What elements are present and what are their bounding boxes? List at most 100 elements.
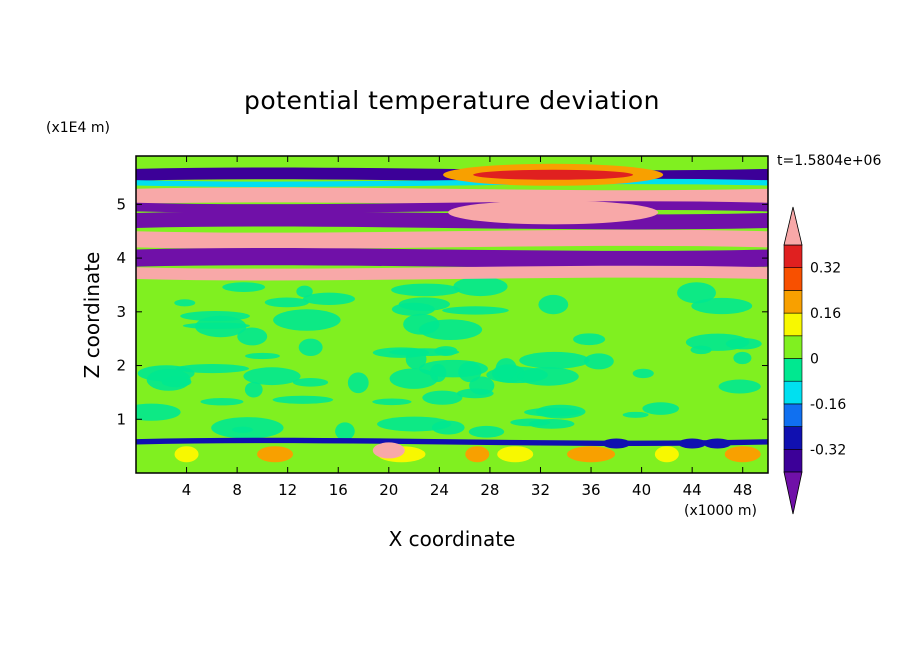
- z-axis-unit-label: (x1E4 m): [46, 120, 110, 136]
- field-patch: [725, 338, 762, 350]
- y-tick-label: 1: [116, 410, 126, 428]
- field-patch: [273, 309, 341, 331]
- field-patch: [642, 402, 680, 415]
- surface-plume: [465, 446, 490, 463]
- field-patch: [175, 364, 249, 374]
- field-patch: [677, 282, 716, 304]
- field-patch: [243, 367, 301, 386]
- x-tick-label: 36: [581, 481, 600, 499]
- y-tick-label: 2: [116, 357, 126, 375]
- field-patch: [195, 315, 247, 338]
- y-tick-label: 5: [116, 195, 126, 213]
- field-patch: [456, 388, 494, 399]
- field-patch: [524, 407, 581, 417]
- field-patch: [418, 359, 488, 378]
- field-patch: [303, 292, 356, 306]
- x-tick-label: 44: [683, 481, 702, 499]
- field-patch: [583, 353, 614, 370]
- contour-field: [136, 156, 768, 473]
- field-patch: [422, 390, 463, 405]
- colorbar-top-arrow: [783, 206, 803, 246]
- field-patch: [146, 368, 191, 391]
- field-patch: [519, 351, 590, 369]
- field-patch: [389, 348, 460, 356]
- colorbar-tick-label: -0.16: [810, 397, 846, 413]
- time-label: t=1.5804e+06: [777, 153, 882, 169]
- field-patch: [372, 398, 412, 406]
- field-patch: [292, 378, 329, 387]
- field-patch: [391, 283, 461, 297]
- x-tick-label: 48: [733, 481, 752, 499]
- colorbar-swatch: [783, 426, 803, 450]
- colorbar-swatch: [783, 448, 803, 473]
- x-axis-unit-label: (x1000 m): [684, 503, 757, 519]
- field-patch: [510, 418, 551, 427]
- colorbar-tick-label: -0.32: [810, 442, 846, 458]
- field-patch: [245, 352, 280, 360]
- field-patch: [453, 276, 508, 297]
- surface-plume: [724, 446, 761, 463]
- colorbar: 0.32 0.16 0 -0.16 -0.32: [783, 206, 846, 515]
- surface-cold-pocket: [678, 438, 707, 449]
- field-patch: [136, 403, 181, 421]
- colorbar-bottom-arrow: [783, 471, 803, 515]
- y-tick-label: 4: [116, 249, 126, 267]
- surface-cold-pocket: [602, 438, 631, 449]
- field-patch: [398, 297, 450, 311]
- field-patch: [296, 285, 313, 298]
- colorbar-swatch: [783, 403, 803, 427]
- chart-title: potential temperature deviation: [244, 86, 660, 115]
- x-tick-label: 24: [430, 481, 449, 499]
- colorbar-swatch: [783, 335, 803, 359]
- field-patch: [298, 338, 323, 356]
- colorbar-swatch: [783, 267, 803, 291]
- x-tick-label: 12: [278, 481, 297, 499]
- x-tick-label: 32: [531, 481, 550, 499]
- field-patch: [718, 379, 761, 394]
- field-patch: [495, 358, 517, 380]
- field-patch: [272, 395, 334, 404]
- y-tick-label: 3: [116, 303, 126, 321]
- field-patch: [573, 333, 606, 346]
- colorbar-swatch: [783, 380, 803, 405]
- field-patch: [244, 381, 263, 398]
- field-patch: [335, 422, 355, 441]
- field-patch: [377, 416, 452, 432]
- plot-frame: [135, 155, 769, 474]
- x-tick-label: 28: [480, 481, 499, 499]
- field-patch: [347, 372, 369, 394]
- warm-lens-lower: [448, 200, 659, 225]
- field-patch: [538, 294, 569, 315]
- field-patch: [468, 425, 505, 438]
- x-tick-label: 20: [379, 481, 398, 499]
- surface-plume: [654, 446, 679, 463]
- field-patch: [222, 282, 266, 292]
- warm-lens-core: [473, 169, 634, 180]
- field-patch: [237, 327, 268, 346]
- surface-plume: [257, 446, 294, 463]
- surface-plume: [497, 446, 534, 463]
- x-tick-label: 16: [329, 481, 348, 499]
- surface-plume: [567, 446, 616, 463]
- field-patch: [517, 367, 579, 386]
- field-patch: [418, 319, 483, 340]
- field-patch: [691, 297, 753, 315]
- surface-plume: [174, 446, 199, 463]
- field-patch: [200, 397, 244, 406]
- field-patch: [632, 368, 654, 379]
- field-patch: [622, 411, 649, 418]
- field-patch: [264, 297, 309, 308]
- surface-plume: [372, 442, 405, 459]
- x-tick-label: 8: [232, 481, 242, 499]
- surface-cold-pocket: [703, 438, 732, 449]
- contour-band: [136, 187, 768, 206]
- colorbar-swatch: [783, 312, 803, 337]
- contour-band: [136, 229, 768, 249]
- x-tick-label: 40: [632, 481, 651, 499]
- colorbar-swatch: [783, 244, 803, 269]
- x-axis-label: X coordinate: [388, 527, 516, 551]
- contour-band: [136, 248, 768, 269]
- colorbar-tick-label: 0.32: [810, 261, 841, 277]
